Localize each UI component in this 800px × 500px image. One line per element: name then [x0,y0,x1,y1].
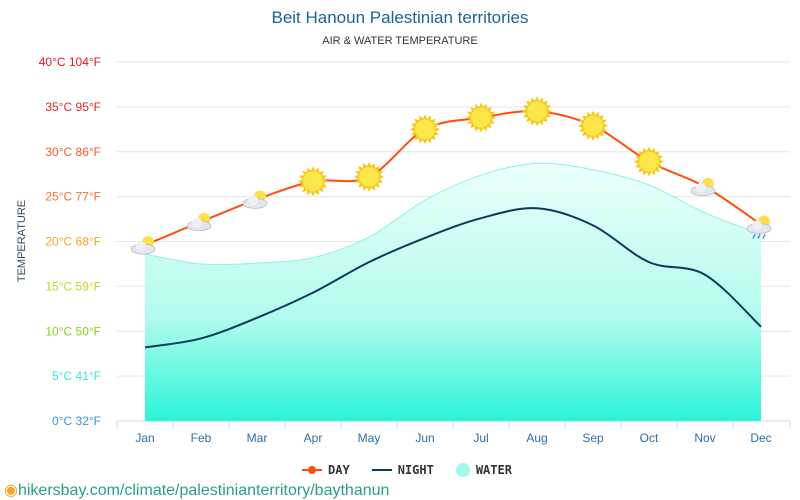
y-tick-label: 20°C 68°F [45,235,101,249]
x-tick-label: Jun [415,431,434,445]
legend: DAY NIGHT WATER [302,463,512,477]
chart-title: Beit Hanoun Palestinian territories [271,8,529,27]
legend-night-label: NIGHT [397,463,434,477]
x-tick-label: Sep [582,431,604,445]
location-pin-icon: ◉ [4,482,18,499]
cloud-icon-puff [192,217,202,228]
sun-icon-core [359,166,379,187]
cloud-icon-puff [752,220,762,231]
x-tick-label: Apr [304,431,323,445]
water-area [145,163,761,421]
rain-icon [752,234,756,239]
legend-day-label: DAY [328,463,350,477]
legend-water[interactable]: WATER [455,463,512,477]
x-tick-label: Feb [191,431,212,445]
rain-icon [757,234,761,239]
footer-url-text: hikersbay.com/climate/palestinianterrito… [17,482,390,499]
x-tick-label: May [358,431,381,445]
y-axis-label: TEMPERATURE [16,200,28,282]
sun-icon-core [471,107,491,128]
sun-icon-core [415,119,435,140]
sun-icon-core [639,151,659,172]
sun-icon-core [527,101,547,122]
y-tick-label: 5°C 41°F [52,369,101,383]
night-line [144,207,762,349]
y-tick-label: 35°C 95°F [45,100,101,114]
x-tick-label: Nov [694,431,715,445]
water-line [144,162,762,266]
y-tick-label: 0°C 32°F [52,414,101,428]
sun-icon-core [303,171,323,192]
y-tick-label: 10°C 50°F [45,324,101,338]
y-tick-label: 25°C 77°F [45,190,101,204]
y-tick-label: 30°C 86°F [45,145,101,159]
rain-icon [762,234,766,239]
x-tick-label: Jan [135,431,154,445]
x-tick-label: Mar [247,431,268,445]
legend-day[interactable]: DAY [302,463,350,477]
x-tick-label: Jul [473,431,488,445]
cloud-icon-puff [248,195,258,206]
chart-subtitle: AIR & WATER TEMPERATURE [322,35,478,47]
y-tick-label: 40°C 104°F [39,55,101,69]
x-tick-label: Oct [640,431,659,445]
sun-icon-core [583,115,603,136]
y-tick-label: 15°C 59°F [45,279,101,293]
footer-url[interactable]: ◉hikersbay.com/climate/palestinianterrit… [4,480,389,500]
legend-night[interactable]: NIGHT [371,463,434,477]
cloud-icon-puff [696,182,706,193]
x-tick-label: Aug [526,431,547,445]
x-tick-label: Dec [750,431,771,445]
cloud-icon-puff [136,241,146,252]
legend-water-label: WATER [475,463,512,477]
